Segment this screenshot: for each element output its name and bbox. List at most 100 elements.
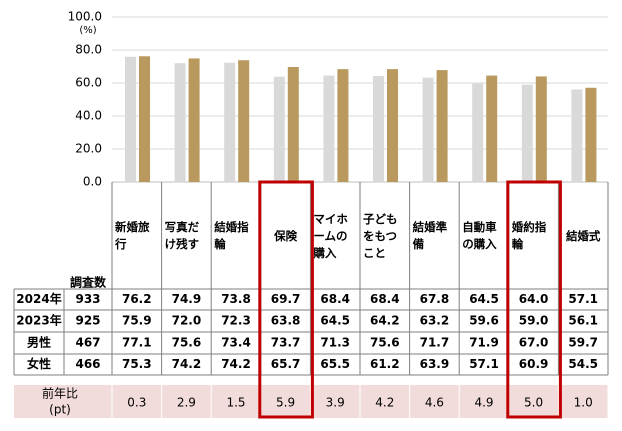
row-count: 466 xyxy=(75,357,100,371)
table-value: 71.7 xyxy=(420,336,450,350)
category-label: 自動車の購入 xyxy=(462,220,497,251)
bar xyxy=(387,69,398,182)
y-tick-label: 0.0 xyxy=(83,175,102,189)
row-label: 女性 xyxy=(27,356,51,371)
category-cell: 子どもをもつこと xyxy=(363,211,398,260)
table-value: 64.2 xyxy=(370,314,400,328)
table-value: 67.0 xyxy=(519,336,549,350)
category-label: 結婚準備 xyxy=(412,220,448,251)
bar xyxy=(373,76,384,182)
bar xyxy=(337,69,349,182)
y-tick-label: 40.0 xyxy=(75,109,102,123)
table-value: 56.1 xyxy=(568,314,598,328)
bar xyxy=(125,56,136,182)
category-label: 保険 xyxy=(274,228,298,243)
highlight-box xyxy=(258,180,314,419)
bar xyxy=(273,76,285,182)
bar xyxy=(571,89,583,182)
category-cell: マイホームの購入 xyxy=(313,211,348,260)
table-value: 60.9 xyxy=(519,357,549,371)
table-value: 57.1 xyxy=(469,357,499,371)
table-value: 63.9 xyxy=(420,357,450,371)
table-value: 74.2 xyxy=(221,357,251,371)
category-cell: 写真だけ残す xyxy=(164,220,200,251)
diff-value: 5.9 xyxy=(276,396,295,410)
bar xyxy=(323,75,335,182)
bar xyxy=(436,70,448,182)
table-value: 73.4 xyxy=(221,336,251,350)
diff-value: 5.0 xyxy=(524,396,543,410)
diff-value: 4.6 xyxy=(425,396,444,410)
table-value: 64.5 xyxy=(469,292,499,306)
table-value: 71.9 xyxy=(469,336,499,350)
table-value: 68.4 xyxy=(370,292,400,306)
diff-value: 1.0 xyxy=(574,396,593,410)
y-tick-label: 100.0 xyxy=(68,10,102,24)
table-value: 67.8 xyxy=(420,292,450,306)
y-tick-label: 60.0 xyxy=(75,76,102,90)
diff-value: 4.2 xyxy=(375,396,394,410)
diff-value: 0.3 xyxy=(127,396,146,410)
row-count: 925 xyxy=(75,314,100,328)
category-label: 子どもをもつこと xyxy=(363,211,398,260)
bar xyxy=(188,58,200,182)
bar xyxy=(585,87,597,182)
table-value: 77.1 xyxy=(122,336,152,350)
y-unit: (%) xyxy=(79,25,96,36)
diff-value: 1.5 xyxy=(226,396,245,410)
table-value: 73.7 xyxy=(271,336,301,350)
row-label: 2023年 xyxy=(16,313,61,328)
category-label: 写真だけ残す xyxy=(164,220,200,251)
bar xyxy=(174,63,186,183)
y-tick-label: 80.0 xyxy=(75,43,102,57)
bar xyxy=(486,75,498,182)
row-label: 男性 xyxy=(27,335,51,350)
diff-value: 2.9 xyxy=(177,396,196,410)
category-label: 結婚式 xyxy=(565,228,601,243)
diff-value: 4.9 xyxy=(474,396,493,410)
bar xyxy=(287,66,299,182)
diff-unit: (pt) xyxy=(49,403,71,417)
category-label: マイホームの購入 xyxy=(313,211,348,260)
category-cell: 婚約指輪 xyxy=(511,220,547,251)
category-cell: 保険 xyxy=(274,228,298,243)
bar xyxy=(139,56,150,182)
table-value: 69.7 xyxy=(271,292,301,306)
category-label: 結婚指輪 xyxy=(214,220,249,251)
table-value: 57.1 xyxy=(568,292,598,306)
category-cell: 結婚準備 xyxy=(412,220,448,251)
row-count: 933 xyxy=(75,292,100,306)
category-label: 新婚旅行 xyxy=(115,220,150,251)
bar xyxy=(535,76,547,182)
table-value: 74.2 xyxy=(172,357,202,371)
category-label: 婚約指輪 xyxy=(511,220,547,251)
table-value: 71.3 xyxy=(320,336,350,350)
category-cell: 新婚旅行 xyxy=(115,220,150,251)
table-value: 73.8 xyxy=(221,292,251,306)
bar xyxy=(521,84,533,182)
bar xyxy=(472,83,484,182)
table-value: 75.9 xyxy=(122,314,152,328)
table-value: 63.2 xyxy=(420,314,450,328)
table-value: 72.0 xyxy=(172,314,202,328)
diff-label: 前年比 xyxy=(42,386,78,401)
bar xyxy=(224,62,236,182)
y-tick-label: 20.0 xyxy=(75,142,102,156)
table-value: 64.5 xyxy=(320,314,350,328)
table-value: 75.6 xyxy=(172,336,202,350)
diff-value: 3.9 xyxy=(326,396,345,410)
bar xyxy=(238,60,250,183)
highlight-box xyxy=(506,180,562,419)
bar xyxy=(422,77,434,182)
table-value: 65.7 xyxy=(271,357,301,371)
table-value: 63.8 xyxy=(271,314,301,328)
table-value: 68.4 xyxy=(320,292,350,306)
row-count: 467 xyxy=(75,336,100,350)
category-cell: 結婚式 xyxy=(565,228,601,243)
table-value: 74.9 xyxy=(172,292,202,306)
table-value: 72.3 xyxy=(221,314,251,328)
category-cell: 結婚指輪 xyxy=(214,220,249,251)
table-value: 54.5 xyxy=(568,357,598,371)
table-value: 61.2 xyxy=(370,357,400,371)
